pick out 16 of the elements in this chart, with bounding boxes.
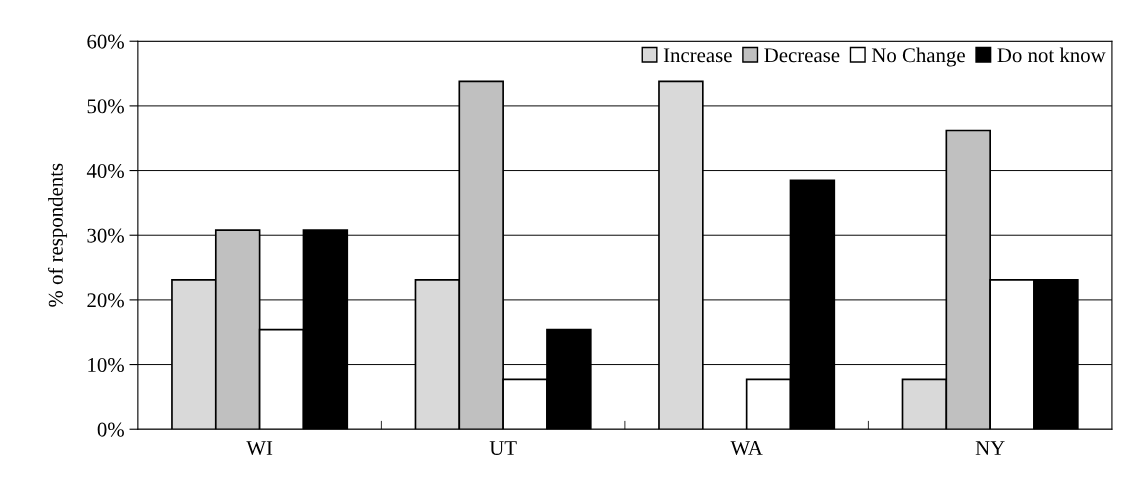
x-tick-label: UT [489, 441, 517, 455]
y-tick-label: 20% [87, 293, 124, 308]
x-tick-label: NY [975, 441, 1005, 455]
legend-label: Decrease [764, 48, 840, 63]
y-tick-label: 40% [86, 163, 124, 179]
y-axis-title: % of respondents [47, 163, 68, 307]
y-tick-label: 50% [87, 99, 124, 114]
y-tick-label: 0% [97, 422, 124, 437]
legend-label: Increase [663, 48, 732, 63]
y-tick-label: 10% [88, 357, 124, 373]
y-tick-label: 60% [87, 34, 124, 49]
legend-label: No Change [871, 47, 965, 67]
x-tick-label: WI [246, 441, 273, 456]
x-tick-label: WA [730, 441, 763, 456]
legend-label: Do not know [997, 47, 1106, 63]
y-tick-label: 30% [87, 228, 124, 243]
